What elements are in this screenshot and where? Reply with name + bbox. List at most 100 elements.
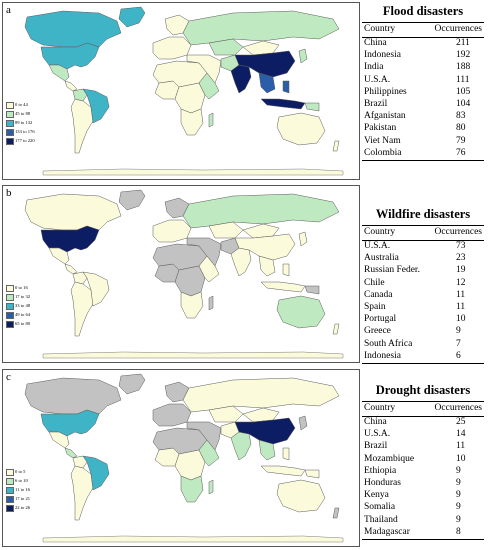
legend-label: 45 to 88 — [15, 111, 31, 116]
table-row: U.S.A. 73 — [362, 241, 484, 253]
map-svg-flood — [3, 3, 359, 179]
cell-occurrences: 11 — [456, 441, 466, 452]
cell-occurrences: 104 — [456, 98, 471, 109]
table-row: Colombia 76 — [362, 148, 484, 160]
cell-occurrences: 9 — [456, 477, 461, 488]
table-title: Drought disasters — [362, 383, 484, 402]
region-mongolia — [242, 407, 280, 423]
cell-occurrences: 76 — [456, 147, 466, 158]
legend-label: 0 to 16 — [15, 285, 28, 290]
region-colombia — [72, 271, 88, 285]
legend-swatch — [6, 487, 14, 494]
cell-occurrences: 12 — [456, 277, 466, 288]
legend-label: 177 to 220 — [15, 138, 35, 143]
region-nz — [332, 323, 340, 335]
legend-swatch — [6, 138, 14, 145]
region-antarctica — [42, 535, 344, 543]
legend-item: 17 to 21 — [6, 494, 56, 503]
legend-label: 65 to 80 — [15, 321, 31, 326]
cell-occurrences: 10 — [456, 314, 466, 325]
legend-swatch — [6, 129, 14, 136]
legend-item: 45 to 88 — [6, 109, 56, 118]
header-occurrences: Occurrences — [434, 403, 482, 413]
legend-label: 6 to 10 — [15, 478, 28, 483]
cell-occurrences: 83 — [456, 111, 466, 122]
table-row: Kenya 9 — [362, 490, 484, 502]
table-row: Greece 9 — [362, 326, 484, 338]
region-madagascar — [208, 479, 214, 495]
cell-occurrences: 25 — [456, 417, 466, 427]
region-indonesia — [260, 281, 306, 293]
cell-occurrences: 80 — [456, 123, 466, 134]
table-row: Madagascar 8 — [362, 527, 484, 539]
region-china — [234, 50, 296, 78]
cell-country: Viet Nam — [364, 135, 401, 146]
header-occurrences: Occurrences — [434, 227, 482, 237]
table-row: India 188 — [362, 62, 484, 74]
cell-occurrences: 105 — [456, 86, 471, 97]
legend-swatch — [6, 312, 14, 319]
legend-item: 133 to 176 — [6, 127, 56, 136]
cell-occurrences: 111 — [456, 74, 470, 85]
header-country: Country — [364, 227, 396, 237]
header-country: Country — [364, 24, 396, 34]
table-header: Country Occurrences — [362, 402, 484, 417]
region-mongolia — [242, 40, 280, 56]
legend-swatch — [6, 120, 14, 127]
cell-country: Philippines — [364, 86, 407, 97]
table-row: Philippines 105 — [362, 87, 484, 99]
region-png — [304, 102, 320, 112]
panel-letter-c: c — [6, 371, 11, 383]
region-philippines — [282, 263, 290, 277]
region-brazil — [82, 88, 110, 124]
region-samerica — [70, 98, 94, 154]
region-samerica — [70, 465, 94, 521]
table-row: U.S.A. 14 — [362, 429, 484, 441]
table-title: Flood disasters — [362, 4, 484, 23]
legend-flood: 0 to 44 45 to 88 89 to 132 133 to 176 177 to… — [6, 100, 56, 145]
cell-country: Madagascar — [364, 526, 410, 537]
cell-country: Brazil — [364, 98, 388, 109]
cell-country: China — [364, 38, 387, 48]
legend-item: 0 to 44 — [6, 100, 56, 109]
cell-occurrences: 6 — [456, 350, 461, 361]
cell-country: Australia — [364, 253, 399, 264]
region-kazakh — [208, 38, 244, 56]
region-indonesia — [260, 465, 306, 477]
legend-label: 0 to 5 — [15, 469, 26, 474]
region-japan — [298, 415, 308, 431]
cell-country: Indonesia — [364, 350, 401, 361]
table-row: China 211 — [362, 38, 484, 50]
cell-occurrences: 11 — [456, 301, 466, 312]
cell-country: Colombia — [364, 147, 402, 158]
table-bottom-rule — [362, 159, 484, 161]
cell-country: Brazil — [364, 441, 388, 452]
legend-item: 177 to 220 — [6, 136, 56, 145]
legend-item: 33 to 48 — [6, 301, 56, 310]
legend-label: 89 to 132 — [15, 120, 33, 125]
table-wildfire: Wildfire disasters Country Occurrences U.S.… — [362, 207, 484, 364]
world-map-wildfire — [2, 185, 360, 363]
table-row: Indonesia 192 — [362, 50, 484, 62]
legend-swatch — [6, 496, 14, 503]
legend-item: 6 to 10 — [6, 476, 56, 485]
table-row: Thailand 9 — [362, 515, 484, 527]
cell-country: U.S.A. — [364, 429, 391, 440]
table-row: Portugal 10 — [362, 314, 484, 326]
region-russia — [182, 10, 340, 46]
legend-item: 0 to 5 — [6, 467, 56, 476]
region-philippines — [282, 80, 290, 94]
table-header: Country Occurrences — [362, 23, 484, 38]
cell-country: Ethiopia — [364, 465, 397, 476]
region-png — [304, 469, 320, 479]
cell-occurrences: 19 — [456, 265, 466, 276]
region-southafrica — [180, 108, 204, 136]
cell-occurrences: 10 — [456, 453, 466, 464]
table-row: South Africa 7 — [362, 339, 484, 351]
region-greenland — [118, 373, 146, 395]
region-japan — [298, 231, 308, 247]
legend-swatch — [6, 294, 14, 301]
cell-country: China — [364, 417, 387, 427]
header-occurrences: Occurrences — [434, 24, 482, 34]
